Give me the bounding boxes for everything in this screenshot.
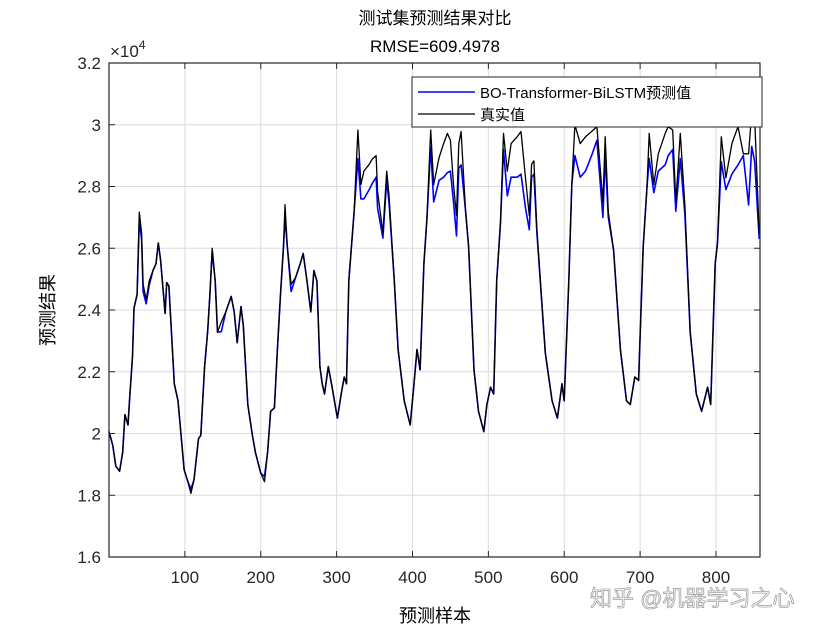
legend-box [411,76,763,128]
y-tick-label: 1.8 [77,486,101,505]
legend: BO-Transformer-BiLSTM预测值 真实值 [411,76,763,128]
y-axis-label: 预测结果 [38,274,58,346]
y-tick-label: 1.6 [77,548,101,567]
x-tick-label: 300 [322,568,350,587]
legend-label-predicted: BO-Transformer-BiLSTM预测值 [480,85,691,102]
x-tick-label: 800 [702,568,730,587]
series-line-actual [108,112,760,495]
y-tick-label: 2.2 [77,363,101,382]
x-axis-label: 预测样本 [399,606,471,626]
y-exponent-label: ×104 [110,38,146,61]
y-tick-label: 3.2 [77,54,101,73]
x-tick-label: 400 [398,568,426,587]
y-tick-label: 2 [92,425,101,444]
y-tick-label: 2.6 [77,239,101,258]
x-tick-label: 600 [550,568,578,587]
x-tick-label: 500 [474,568,502,587]
axes-box [108,62,761,558]
chart-title: 测试集预测结果对比 [359,9,512,28]
watermark: 知乎 @机器学习之心 [590,586,794,611]
y-exponent-base: ×10 [110,42,139,61]
y-exponent-power: 4 [139,38,146,52]
y-tick-label: 2.4 [77,301,101,320]
tick-labels: 100 200 300 400 500 600 700 800 1.6 1.8 2 2.2 2.4 2.6… [77,54,730,587]
x-tick-label: 200 [247,568,275,587]
y-tick-label: 3 [92,116,101,135]
legend-label-actual: 真实值 [480,106,525,124]
chart-subtitle: RMSE=609.4978 [370,37,500,56]
axes [108,62,761,558]
x-tick-label: 100 [171,568,199,587]
y-tick-label: 2.8 [77,178,101,197]
series-group [108,112,760,495]
x-tick-label: 700 [626,568,654,587]
